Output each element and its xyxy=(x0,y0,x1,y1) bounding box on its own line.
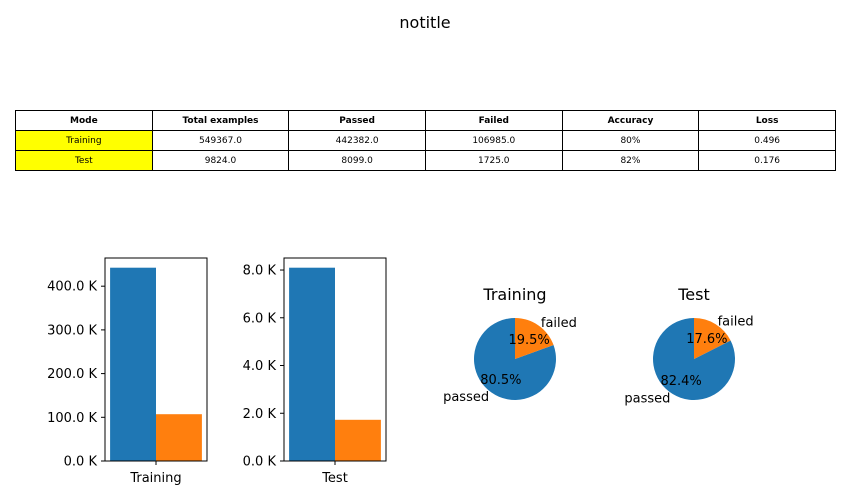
y-tick-label: 0.0 K xyxy=(243,455,277,470)
pie-pct-label: 19.5% xyxy=(508,333,549,348)
bar-failed xyxy=(335,419,381,461)
pie-label: passed xyxy=(443,390,489,405)
pie-slice-passed xyxy=(473,318,556,401)
y-tick-label: 0.0 K xyxy=(64,455,98,470)
x-tick-label: Test xyxy=(321,471,348,486)
pie-title: Test xyxy=(677,285,710,304)
cell-total-examples: 9824.0 xyxy=(151,150,290,171)
bar-passed xyxy=(110,267,156,461)
y-tick-label: 8.0 K xyxy=(243,264,277,279)
cell-mode: Training xyxy=(15,130,153,151)
bar-passed xyxy=(289,267,335,461)
pie-slice-failed xyxy=(515,318,554,359)
pie-title: Training xyxy=(482,285,546,304)
y-tick-label: 300.0 K xyxy=(47,323,97,338)
bar-failed xyxy=(156,414,202,461)
y-tick-label: 400.0 K xyxy=(47,280,97,295)
cell-accuracy: 82% xyxy=(561,150,700,171)
pie-pct-label: 82.4% xyxy=(660,374,701,389)
cell-mode: Test xyxy=(15,150,153,171)
chart-title: notitle xyxy=(399,13,451,32)
cell-loss: 0.176 xyxy=(698,150,836,171)
pie-label: failed xyxy=(541,316,577,331)
y-tick-label: 200.0 K xyxy=(47,367,97,382)
pie-label: passed xyxy=(624,391,670,406)
pie-slice-passed xyxy=(653,318,736,400)
y-tick-label: 6.0 K xyxy=(243,311,277,326)
x-tick-label: Training xyxy=(129,471,181,486)
y-tick-label: 100.0 K xyxy=(47,411,97,426)
pie-pct-label: 17.6% xyxy=(686,332,727,347)
y-tick-label: 2.0 K xyxy=(243,407,277,422)
y-tick-label: 4.0 K xyxy=(243,359,277,374)
results-table: Mode Total examples Passed Failed Accura… xyxy=(15,110,836,171)
pie-pct-label: 80.5% xyxy=(480,373,521,388)
cell-passed: 8099.0 xyxy=(288,150,426,171)
pie-slice-failed xyxy=(694,318,731,359)
table-row: Test 9824.0 8099.0 1725.0 82% 0.176 xyxy=(15,150,836,171)
pie-label: failed xyxy=(718,315,754,330)
